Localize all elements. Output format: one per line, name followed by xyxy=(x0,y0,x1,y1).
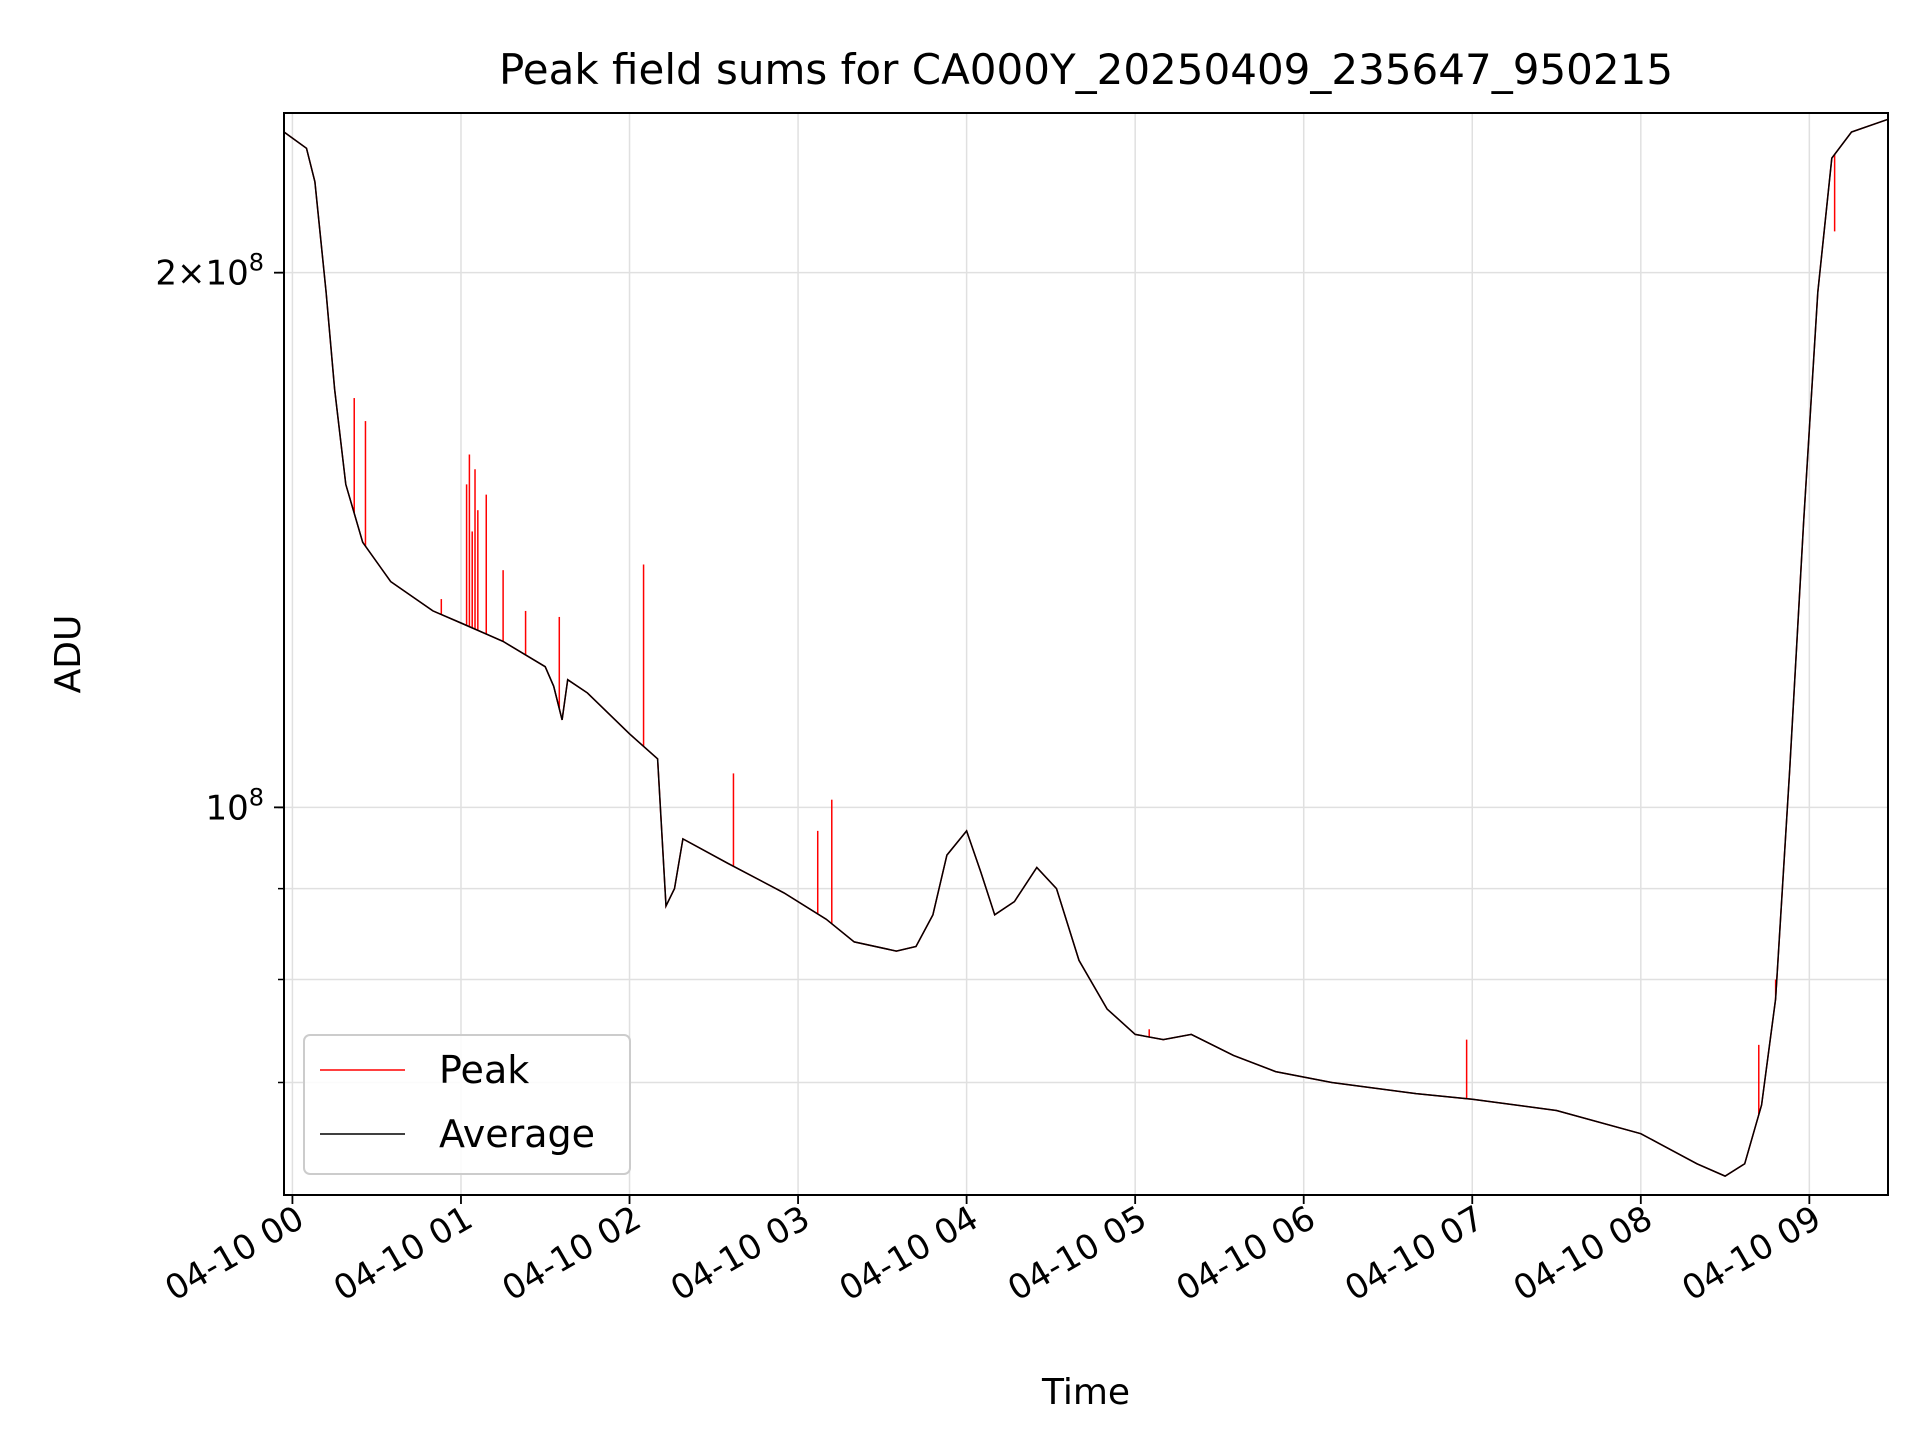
x-tick-label: 04-10 01 xyxy=(327,1198,479,1309)
y-tick-label: 108 xyxy=(205,783,264,828)
x-tick-label: 04-10 00 xyxy=(159,1198,311,1309)
y-axis-label: ADU xyxy=(48,615,89,694)
grid xyxy=(284,113,1888,1195)
x-tick-label: 04-10 05 xyxy=(1001,1198,1153,1309)
y-tick-label: 2×108 xyxy=(155,249,264,294)
plot-frame xyxy=(283,112,1889,1196)
chart-title: Peak field sums for CA000Y_20250409_2356… xyxy=(499,45,1673,94)
legend-average-label: Average xyxy=(439,1112,595,1156)
legend-peak-label: Peak xyxy=(439,1048,529,1092)
x-tick-label: 04-10 07 xyxy=(1338,1198,1490,1309)
legend: Peak Average xyxy=(303,1034,631,1175)
x-tick-label: 04-10 02 xyxy=(496,1198,648,1309)
series xyxy=(283,118,1889,1177)
average-series-line xyxy=(283,118,1889,1177)
x-tick-label: 04-10 06 xyxy=(1170,1198,1322,1309)
plot-background xyxy=(284,113,1888,1195)
x-axis-label: Time xyxy=(1041,1372,1130,1413)
x-tick-label: 04-10 03 xyxy=(664,1198,816,1309)
x-tick-label: 04-10 04 xyxy=(833,1198,985,1309)
x-tick-label: 04-10 08 xyxy=(1507,1198,1659,1309)
x-tick-label: 04-10 09 xyxy=(1675,1198,1827,1309)
